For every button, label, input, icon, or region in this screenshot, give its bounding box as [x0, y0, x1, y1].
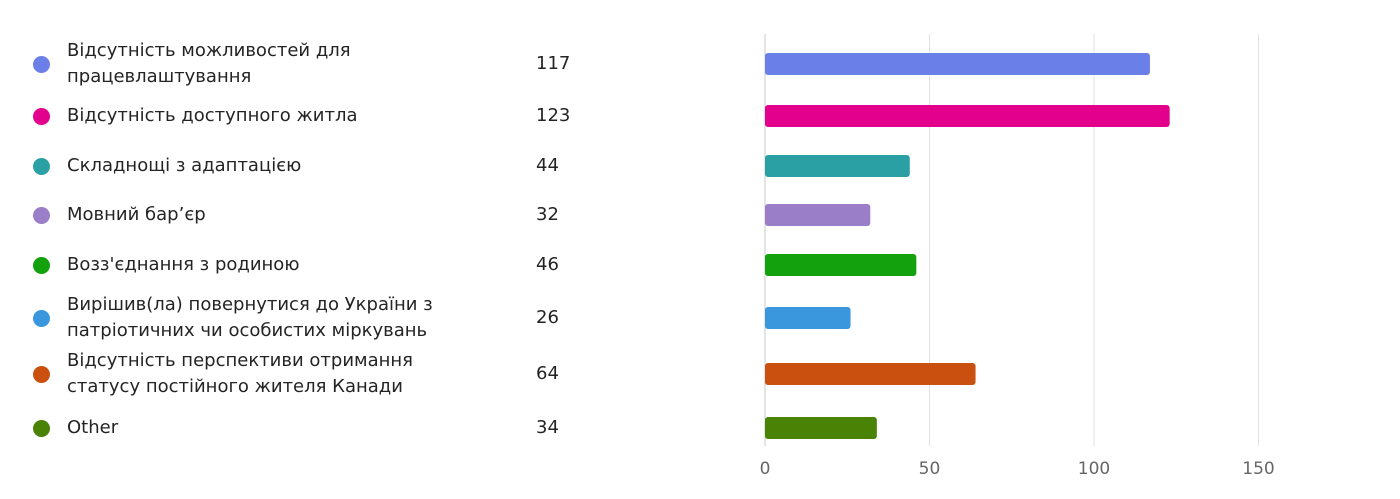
bar [765, 53, 1150, 75]
legend-label: Мовний бар’єр [67, 204, 206, 225]
legend-label: Відсутність можливостей для працевлаштув… [67, 40, 351, 87]
x-tick-label: 50 [919, 459, 941, 479]
bar [765, 307, 851, 329]
legend-count: 64 [536, 363, 559, 384]
legend-label: Відсутність перспективи отримання статус… [67, 350, 413, 397]
legend-count: 46 [536, 254, 559, 275]
legend-color-dot [33, 420, 50, 437]
legend-color-dot [33, 310, 50, 327]
legend-count: 44 [536, 155, 559, 176]
legend-label: Other [67, 417, 119, 438]
x-tick-label: 100 [1078, 459, 1110, 479]
x-axis-ticks: 0 50 100 150 [760, 459, 1275, 479]
legend: Відсутність можливостей для працевлаштув… [0, 0, 620, 499]
legend-count: 32 [536, 204, 559, 225]
legend-label: Вирішив(ла) повернутися до України з пат… [67, 294, 433, 341]
legend-color-dot [33, 207, 50, 224]
legend-label: Складнощі з адаптацією [67, 155, 302, 176]
bar [765, 204, 871, 226]
bar [765, 363, 976, 385]
bar [765, 417, 877, 439]
bar [765, 105, 1170, 127]
legend-label: Возз'єднання з родиною [67, 254, 300, 275]
legend-count: 123 [536, 105, 571, 126]
legend-count: 26 [536, 307, 559, 328]
bar [765, 155, 910, 177]
legend-count: 34 [536, 417, 559, 438]
legend-color-dot [33, 108, 50, 125]
x-tick-label: 150 [1242, 459, 1274, 479]
bar [765, 254, 917, 276]
x-tick-label: 0 [760, 459, 771, 479]
legend-color-dot [33, 158, 50, 175]
bars [765, 53, 1170, 439]
legend-label: Відсутність доступного житла [67, 105, 358, 126]
legend-color-dot [33, 366, 50, 383]
legend-color-dot [33, 56, 50, 73]
legend-count: 117 [536, 53, 571, 74]
legend-color-dot [33, 257, 50, 274]
